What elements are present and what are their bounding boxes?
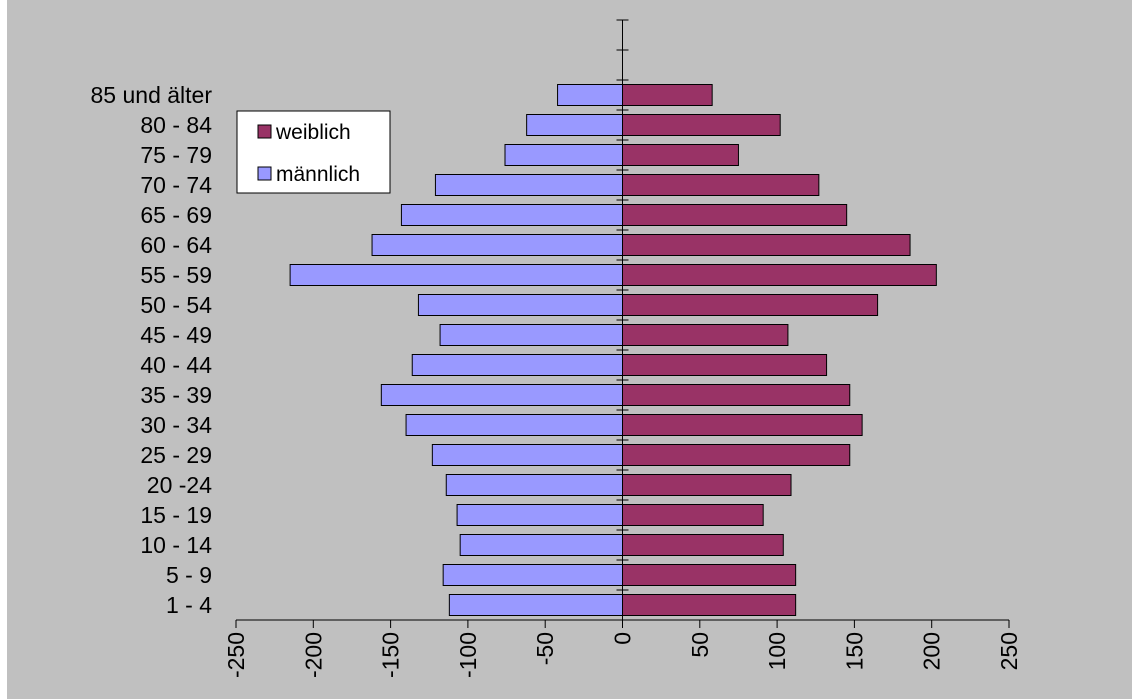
bar-weiblich-16 bbox=[622, 114, 781, 136]
bar-weiblich-3 bbox=[622, 504, 764, 526]
x-tick-label: -250 bbox=[223, 632, 249, 678]
legend-label-weiblich: weiblich bbox=[275, 121, 351, 144]
bar-weiblich-6 bbox=[622, 414, 863, 436]
x-tick-label: 100 bbox=[764, 632, 790, 670]
bar-maennlich-14 bbox=[434, 174, 623, 196]
category-label: 20 -24 bbox=[147, 472, 212, 498]
bar-weiblich-9 bbox=[622, 324, 789, 346]
bar-maennlich-11 bbox=[289, 264, 623, 286]
x-tick-label: -200 bbox=[300, 632, 326, 678]
category-labels: 1 - 4 5 - 9 10 - 14 15 - 19 20 -24 25 - 29 30 … bbox=[91, 82, 213, 618]
bar-maennlich-6 bbox=[405, 414, 623, 436]
bar-maennlich-3 bbox=[456, 504, 623, 526]
legend-swatch-weiblich bbox=[257, 124, 272, 139]
x-tick-label: 50 bbox=[687, 632, 713, 658]
bar-weiblich-14 bbox=[622, 174, 820, 196]
x-tick-label: -50 bbox=[532, 632, 558, 665]
category-label: 1 - 4 bbox=[166, 592, 212, 618]
category-label: 55 - 59 bbox=[140, 262, 212, 288]
bar-weiblich-11 bbox=[622, 264, 937, 286]
x-tick-label: 0 bbox=[610, 632, 636, 645]
bar-weiblich-2 bbox=[622, 534, 784, 556]
bar-maennlich-16 bbox=[526, 114, 624, 136]
bar-weiblich-17 bbox=[622, 84, 713, 106]
axes-group bbox=[235, 19, 1010, 628]
x-tick-label: 250 bbox=[996, 632, 1022, 670]
bar-weiblich-12 bbox=[622, 234, 911, 256]
bar-maennlich-17 bbox=[557, 84, 623, 106]
bar-maennlich-2 bbox=[459, 534, 624, 556]
bar-maennlich-8 bbox=[411, 354, 623, 376]
category-label: 45 - 49 bbox=[140, 322, 212, 348]
x-tick-label: 200 bbox=[919, 632, 945, 670]
bar-weiblich-4 bbox=[622, 474, 792, 496]
bar-weiblich-8 bbox=[622, 354, 828, 376]
category-label: 75 - 79 bbox=[140, 142, 212, 168]
bar-weiblich-0 bbox=[622, 594, 797, 616]
category-label: 65 - 69 bbox=[140, 202, 212, 228]
category-label: 85 und älter bbox=[91, 82, 213, 108]
bar-maennlich-7 bbox=[380, 384, 623, 406]
bar-maennlich-0 bbox=[448, 594, 623, 616]
category-label: 60 - 64 bbox=[140, 232, 212, 258]
category-label: 80 - 84 bbox=[140, 112, 212, 138]
bar-weiblich-15 bbox=[622, 144, 739, 166]
legend-swatch-maennlich bbox=[257, 166, 272, 181]
bar-maennlich-4 bbox=[445, 474, 624, 496]
bar-maennlich-13 bbox=[400, 204, 623, 226]
category-label: 30 - 34 bbox=[140, 412, 212, 438]
bar-weiblich-1 bbox=[622, 564, 797, 586]
bar-weiblich-7 bbox=[622, 384, 851, 406]
bar-maennlich-10 bbox=[417, 294, 624, 316]
category-label: 5 - 9 bbox=[166, 562, 212, 588]
bar-maennlich-5 bbox=[431, 444, 624, 466]
category-label: 10 - 14 bbox=[140, 532, 212, 558]
chart-area: 1 - 4 5 - 9 10 - 14 15 - 19 20 -24 25 - 29 30 … bbox=[7, 0, 1132, 699]
x-tick-label: 150 bbox=[841, 632, 867, 670]
bar-maennlich-1 bbox=[442, 564, 623, 586]
legend: weiblich männlich bbox=[236, 110, 391, 194]
x-tick-labels: -250 -200 -150 -100 -50 0 50 100 150 200 250 bbox=[223, 632, 1022, 678]
population-pyramid-chart: 1 - 4 5 - 9 10 - 14 15 - 19 20 -24 25 - 29 30 … bbox=[91, 19, 1022, 678]
bar-weiblich-10 bbox=[622, 294, 879, 316]
category-label: 25 - 29 bbox=[140, 442, 212, 468]
category-label: 70 - 74 bbox=[140, 172, 212, 198]
category-label: 35 - 39 bbox=[140, 382, 212, 408]
x-tick-label: -150 bbox=[378, 632, 404, 678]
category-label: 15 - 19 bbox=[140, 502, 212, 528]
x-tick-label: -100 bbox=[455, 632, 481, 678]
bar-maennlich-9 bbox=[439, 324, 623, 346]
bar-maennlich-12 bbox=[371, 234, 623, 256]
legend-label-maennlich: männlich bbox=[276, 163, 360, 186]
bar-maennlich-15 bbox=[504, 144, 623, 166]
category-label: 40 - 44 bbox=[140, 352, 212, 378]
bar-weiblich-5 bbox=[622, 444, 851, 466]
category-label: 50 - 54 bbox=[140, 292, 212, 318]
bar-weiblich-13 bbox=[622, 204, 848, 226]
